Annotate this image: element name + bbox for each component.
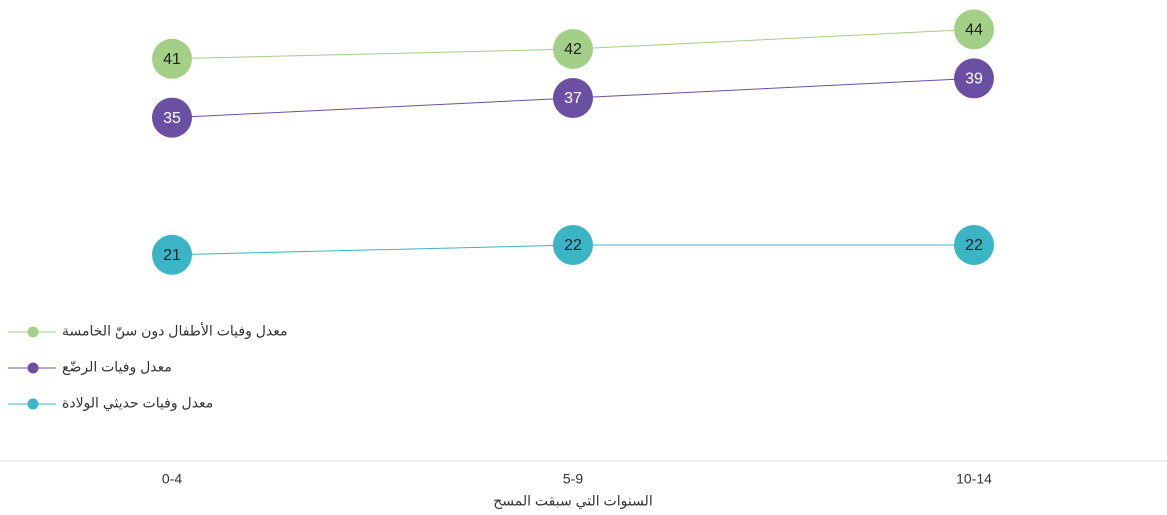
data-label: 44 — [965, 22, 983, 39]
data-label: 37 — [564, 90, 582, 107]
legend-marker — [27, 362, 39, 374]
data-label: 22 — [564, 237, 582, 254]
data-label: 41 — [163, 51, 181, 68]
point-marker — [954, 225, 994, 265]
data-label: 35 — [163, 110, 181, 127]
legend-label: معدل وفيات الأطفال دون سنّ الخامسة — [62, 322, 288, 340]
point-marker — [553, 78, 593, 118]
point-marker — [954, 9, 994, 50]
point-marker — [553, 225, 593, 265]
data-label: 21 — [163, 247, 181, 264]
x-tick-label: 0-4 — [162, 471, 182, 487]
point-marker — [152, 97, 192, 138]
x-tick-label: 5-9 — [563, 471, 583, 487]
x-axis-title: السنوات التي سبقت المسح — [493, 493, 652, 510]
data-label: 39 — [965, 71, 983, 88]
x-tick-label: 10-14 — [956, 471, 992, 487]
legend-label: معدل وفيات حديثي الولادة — [62, 395, 213, 412]
legend-marker — [27, 398, 39, 410]
legend-label: معدل وفيات الرضّع — [62, 359, 172, 376]
point-marker — [152, 234, 192, 275]
point-marker — [152, 38, 192, 79]
data-label: 42 — [564, 41, 582, 58]
legend-marker — [27, 326, 39, 338]
point-marker — [954, 58, 994, 99]
data-label: 22 — [965, 237, 983, 254]
point-marker — [553, 29, 593, 69]
